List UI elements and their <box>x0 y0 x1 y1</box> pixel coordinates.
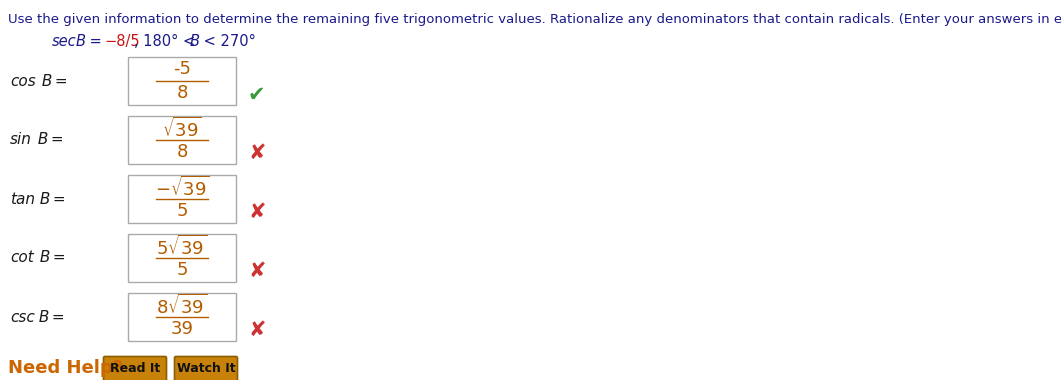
Text: 5: 5 <box>176 203 188 220</box>
Text: =: = <box>85 34 106 49</box>
Text: Need Help?: Need Help? <box>8 359 123 377</box>
Text: $8\sqrt{39}$: $8\sqrt{39}$ <box>156 293 208 318</box>
FancyBboxPatch shape <box>104 356 167 380</box>
Bar <box>128 175 236 223</box>
Text: B: B <box>34 309 50 325</box>
Text: , 180° <: , 180° < <box>134 34 199 49</box>
Text: < 270°: < 270° <box>199 34 256 49</box>
Text: =: = <box>50 73 68 89</box>
Text: ✘: ✘ <box>248 203 265 222</box>
Text: B: B <box>190 34 201 49</box>
Bar <box>128 293 236 341</box>
Text: =: = <box>48 192 66 206</box>
Bar <box>128 234 236 282</box>
Text: -5: -5 <box>173 60 191 79</box>
Text: csc: csc <box>10 309 35 325</box>
Text: sec: sec <box>52 34 76 49</box>
Text: $5\sqrt{39}$: $5\sqrt{39}$ <box>156 234 208 258</box>
Text: ✔: ✔ <box>248 84 265 104</box>
Text: B: B <box>33 133 49 147</box>
Text: B: B <box>35 250 50 266</box>
Text: sin: sin <box>10 133 32 147</box>
Text: =: = <box>46 133 64 147</box>
Text: $\sqrt{39}$: $\sqrt{39}$ <box>162 116 202 141</box>
Text: 5: 5 <box>176 261 188 279</box>
Text: 8: 8 <box>176 144 188 162</box>
Text: ✘: ✘ <box>248 143 265 163</box>
Text: B: B <box>37 73 52 89</box>
Text: B: B <box>35 192 50 206</box>
Text: Read It: Read It <box>110 363 160 375</box>
Text: ✘: ✘ <box>248 320 265 340</box>
Text: 8: 8 <box>176 84 188 103</box>
FancyBboxPatch shape <box>174 356 238 380</box>
Text: =: = <box>47 309 65 325</box>
Text: $-\sqrt{39}$: $-\sqrt{39}$ <box>155 176 209 200</box>
Text: cot: cot <box>10 250 34 266</box>
Text: ✘: ✘ <box>248 261 265 282</box>
Bar <box>128 116 236 164</box>
Text: =: = <box>48 250 66 266</box>
Bar <box>128 57 236 105</box>
Text: Use the given information to determine the remaining five trigonometric values. : Use the given information to determine t… <box>8 13 1061 26</box>
Text: −8/5: −8/5 <box>104 34 140 49</box>
Text: 39: 39 <box>171 320 193 339</box>
Text: tan: tan <box>10 192 35 206</box>
Text: B: B <box>76 34 86 49</box>
Text: cos: cos <box>10 73 36 89</box>
Text: Watch It: Watch It <box>177 363 236 375</box>
